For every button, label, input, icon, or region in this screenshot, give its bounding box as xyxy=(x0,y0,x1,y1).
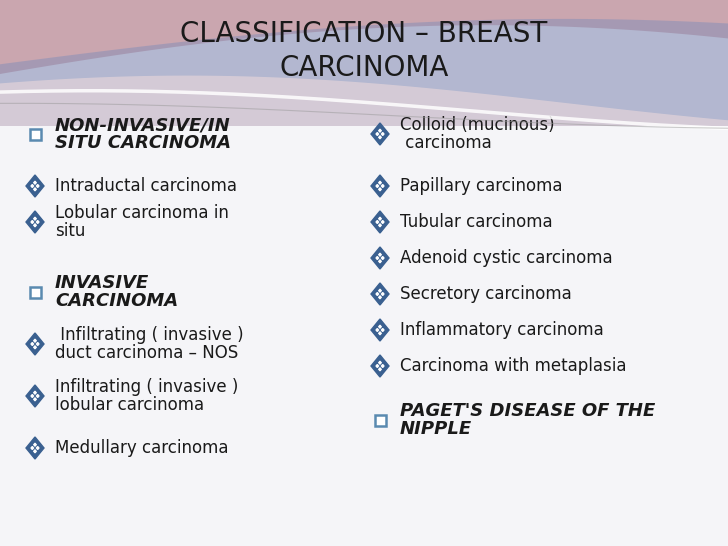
Text: CLASSIFICATION – BREAST: CLASSIFICATION – BREAST xyxy=(181,20,547,48)
Polygon shape xyxy=(379,188,381,191)
Polygon shape xyxy=(379,181,381,184)
Text: CARCINOMA: CARCINOMA xyxy=(55,292,178,310)
Text: Inflammatory carcinoma: Inflammatory carcinoma xyxy=(400,321,604,339)
Polygon shape xyxy=(381,185,384,187)
Polygon shape xyxy=(26,333,44,355)
Polygon shape xyxy=(31,395,33,397)
Polygon shape xyxy=(33,188,36,191)
Text: SITU CARCINOMA: SITU CARCINOMA xyxy=(55,134,231,152)
Text: Papillary carcinoma: Papillary carcinoma xyxy=(400,177,563,195)
FancyBboxPatch shape xyxy=(30,128,41,139)
Polygon shape xyxy=(379,217,381,220)
Polygon shape xyxy=(379,368,381,371)
Text: Adenoid cystic carcinoma: Adenoid cystic carcinoma xyxy=(400,249,613,267)
Polygon shape xyxy=(379,224,381,227)
Polygon shape xyxy=(33,443,36,446)
Text: Infiltrating ( invasive ): Infiltrating ( invasive ) xyxy=(55,378,238,396)
Polygon shape xyxy=(381,365,384,367)
Text: Tubular carcinoma: Tubular carcinoma xyxy=(400,213,553,231)
Polygon shape xyxy=(371,123,389,145)
Polygon shape xyxy=(33,217,36,220)
Polygon shape xyxy=(379,136,381,139)
Polygon shape xyxy=(376,293,379,295)
Polygon shape xyxy=(381,221,384,223)
Text: duct carcinoma – NOS: duct carcinoma – NOS xyxy=(55,344,238,362)
Polygon shape xyxy=(379,129,381,132)
Text: Carcinoma with metaplasia: Carcinoma with metaplasia xyxy=(400,357,627,375)
Text: lobular carcinoma: lobular carcinoma xyxy=(55,396,204,414)
Polygon shape xyxy=(381,257,384,259)
Polygon shape xyxy=(0,19,728,126)
Polygon shape xyxy=(379,253,381,256)
Polygon shape xyxy=(376,185,379,187)
Polygon shape xyxy=(33,398,36,401)
Polygon shape xyxy=(36,221,39,223)
Text: CARCINOMA: CARCINOMA xyxy=(280,54,448,82)
Polygon shape xyxy=(381,329,384,331)
Polygon shape xyxy=(31,447,33,449)
Polygon shape xyxy=(371,175,389,197)
Polygon shape xyxy=(0,75,728,126)
Polygon shape xyxy=(33,450,36,453)
Polygon shape xyxy=(371,355,389,377)
Polygon shape xyxy=(33,224,36,227)
Polygon shape xyxy=(376,221,379,223)
Polygon shape xyxy=(31,342,33,346)
Polygon shape xyxy=(33,346,36,349)
FancyBboxPatch shape xyxy=(30,287,41,298)
Polygon shape xyxy=(31,185,33,187)
Polygon shape xyxy=(379,332,381,335)
Polygon shape xyxy=(376,365,379,367)
Polygon shape xyxy=(379,325,381,328)
Text: Intraductal carcinoma: Intraductal carcinoma xyxy=(55,177,237,195)
Polygon shape xyxy=(381,293,384,295)
Polygon shape xyxy=(371,247,389,269)
Text: Secretory carcinoma: Secretory carcinoma xyxy=(400,285,571,303)
Polygon shape xyxy=(0,0,728,74)
Polygon shape xyxy=(33,181,36,184)
Polygon shape xyxy=(26,385,44,407)
Polygon shape xyxy=(36,342,39,346)
Text: INVASIVE: INVASIVE xyxy=(55,274,149,292)
Text: NIPPLE: NIPPLE xyxy=(400,420,472,438)
FancyBboxPatch shape xyxy=(0,0,728,126)
Polygon shape xyxy=(376,257,379,259)
Text: carcinoma: carcinoma xyxy=(400,134,491,152)
Text: situ: situ xyxy=(55,222,85,240)
Polygon shape xyxy=(26,211,44,233)
Polygon shape xyxy=(379,361,381,364)
FancyBboxPatch shape xyxy=(374,414,386,425)
Polygon shape xyxy=(379,296,381,299)
Polygon shape xyxy=(36,447,39,449)
Text: Colloid (mucinous): Colloid (mucinous) xyxy=(400,116,555,134)
Text: PAGET'S DISEASE OF THE: PAGET'S DISEASE OF THE xyxy=(400,402,655,420)
Polygon shape xyxy=(379,289,381,292)
Polygon shape xyxy=(371,319,389,341)
Polygon shape xyxy=(33,391,36,394)
Polygon shape xyxy=(33,339,36,342)
Polygon shape xyxy=(36,185,39,187)
Polygon shape xyxy=(371,211,389,233)
Text: NON-INVASIVE/IN: NON-INVASIVE/IN xyxy=(55,116,231,134)
Polygon shape xyxy=(26,437,44,459)
Text: Infiltrating ( invasive ): Infiltrating ( invasive ) xyxy=(55,326,244,344)
Polygon shape xyxy=(379,260,381,263)
Text: Lobular carcinoma in: Lobular carcinoma in xyxy=(55,204,229,222)
Polygon shape xyxy=(31,221,33,223)
Text: Medullary carcinoma: Medullary carcinoma xyxy=(55,439,229,457)
Polygon shape xyxy=(371,283,389,305)
Polygon shape xyxy=(381,133,384,135)
Polygon shape xyxy=(376,329,379,331)
Polygon shape xyxy=(36,395,39,397)
Polygon shape xyxy=(376,133,379,135)
Polygon shape xyxy=(26,175,44,197)
